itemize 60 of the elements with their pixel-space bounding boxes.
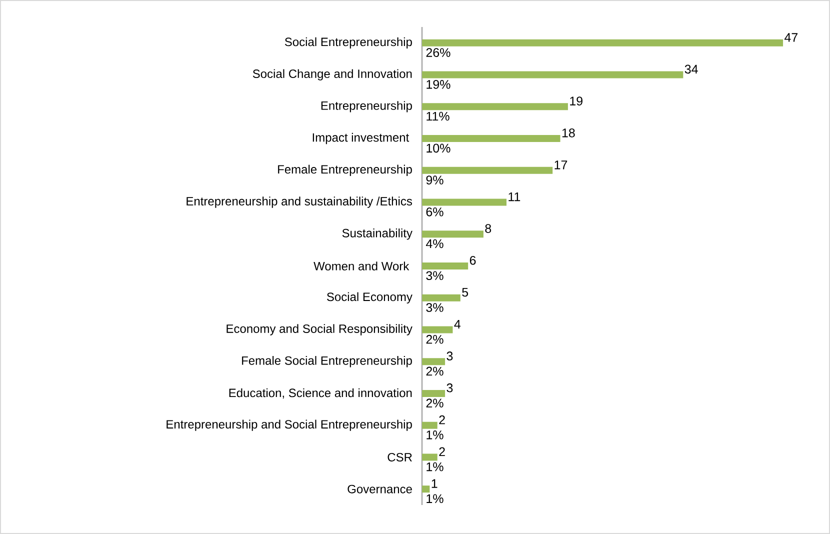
data-label: 17	[554, 160, 568, 170]
data-label: 3	[446, 352, 453, 360]
annotation: 1%	[426, 430, 444, 440]
bar	[422, 198, 506, 206]
bar	[422, 230, 484, 238]
y-tick-label: Entrepreneurship and sustainability /Ethics	[186, 196, 412, 208]
y-tick-label: Female Entrepreneurship	[278, 164, 412, 176]
data-label: 2	[439, 447, 445, 456]
annotation: 6%	[426, 207, 444, 216]
bar	[422, 294, 460, 302]
y-tick-label: Impact investment	[312, 132, 410, 144]
y-tick-label: Social Economy	[326, 292, 412, 304]
data-label: 47	[784, 33, 798, 42]
bar	[422, 390, 446, 397]
bar	[422, 39, 784, 46]
data-label: 6	[470, 256, 476, 265]
bar	[422, 358, 446, 366]
y-tick-label: Education, Science and innovation	[229, 388, 412, 399]
bar	[422, 103, 568, 110]
annotation: 2%	[426, 398, 444, 408]
annotation: 4%	[426, 239, 444, 248]
data-label: 8	[485, 224, 492, 233]
annotation: 10%	[426, 144, 450, 153]
annotation: 26%	[426, 48, 450, 57]
data-label: 34	[684, 64, 698, 74]
y-tick-label: Sustainability	[342, 228, 412, 240]
y-tick-label: Economy and Social Responsibility	[226, 324, 412, 336]
data-label: 19	[570, 96, 582, 106]
bar	[422, 486, 430, 493]
bar	[422, 135, 560, 142]
y-tick-label: Female Social Entrepreneurship	[242, 356, 412, 368]
annotation: 3%	[426, 271, 444, 280]
y-tick-label: Governance	[348, 484, 412, 494]
bar	[422, 454, 438, 461]
y-tick-label: Entrepreneurship	[321, 101, 412, 112]
y-tick-label: Entrepreneurship and Social Entrepreneurship	[166, 420, 412, 431]
annotation: 1%	[426, 462, 444, 472]
data-label: 2	[439, 415, 445, 424]
annotation: 1%	[426, 494, 444, 504]
bar	[422, 166, 553, 174]
annotation: 2%	[426, 334, 444, 344]
y-tick-label: Social Entrepreneurship	[284, 37, 412, 49]
data-label: 4	[454, 320, 461, 329]
bar	[422, 262, 468, 270]
y-tick-label: CSR	[388, 452, 412, 462]
annotation: 3%	[426, 303, 444, 312]
bar	[422, 326, 453, 334]
data-label: 11	[508, 192, 520, 202]
annotation: 9%	[426, 176, 444, 184]
annotation: 2%	[426, 366, 444, 376]
annotation: 11%	[426, 112, 450, 121]
data-label: 5	[462, 288, 468, 297]
data-label: 3	[446, 383, 453, 392]
bar	[422, 71, 684, 78]
annotation: 19%	[426, 80, 450, 89]
y-tick-label: Women and Work	[314, 262, 410, 270]
y-tick-label: Social Change and Innovation	[252, 69, 412, 80]
bar	[422, 422, 438, 429]
data-label: 1	[432, 479, 438, 488]
data-label: 18	[562, 128, 575, 138]
